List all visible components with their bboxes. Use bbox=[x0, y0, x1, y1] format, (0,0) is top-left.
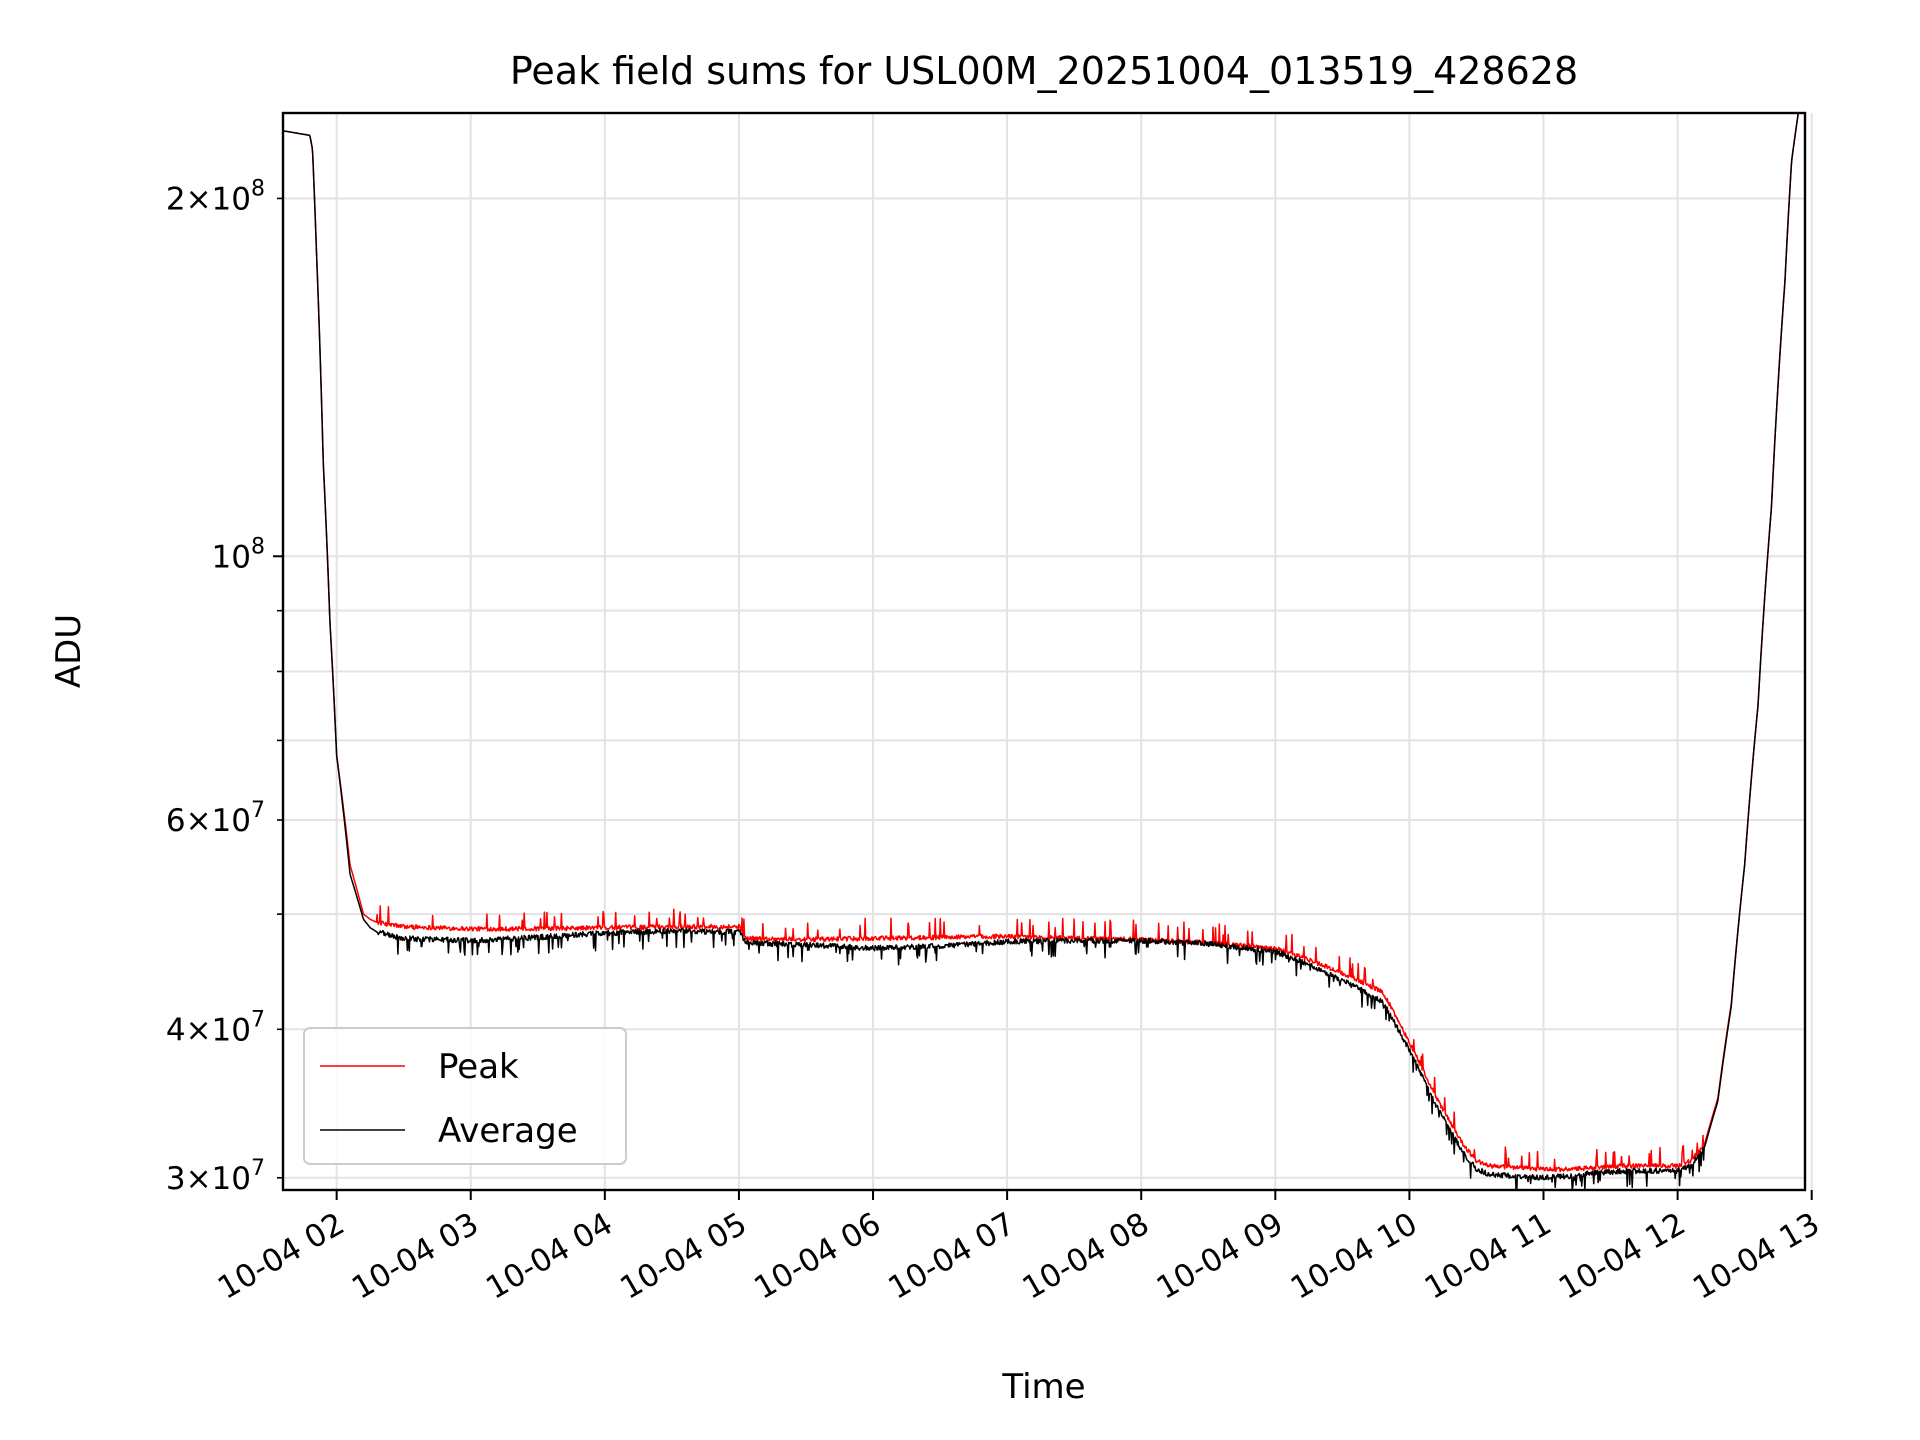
y-tick-label: 108 bbox=[212, 534, 265, 575]
series-layer bbox=[283, 113, 1800, 1190]
y-tick-label: 6×107 bbox=[166, 798, 265, 839]
legend-label-average: Average bbox=[438, 1111, 578, 1151]
y-tick-base: 10 bbox=[212, 181, 251, 217]
legend: Peak Average bbox=[303, 1027, 627, 1165]
y-tick-exponent: 8 bbox=[251, 534, 265, 559]
y-tick-label: 2×108 bbox=[166, 176, 265, 217]
y-tick-times: × bbox=[186, 803, 212, 839]
y-tick-times: × bbox=[186, 1161, 212, 1197]
y-tick-mantissa: 3 bbox=[166, 1161, 186, 1197]
series-line-peak bbox=[283, 113, 1800, 1173]
y-tick-mantissa: 4 bbox=[166, 1012, 186, 1048]
x-axis-label: Time bbox=[1001, 1367, 1085, 1407]
y-tick-label: 4×107 bbox=[166, 1007, 265, 1048]
y-tick-base: 10 bbox=[212, 803, 251, 839]
y-tick-mantissa: 6 bbox=[166, 803, 186, 839]
y-tick-times: × bbox=[186, 181, 212, 217]
y-axis-label: ADU bbox=[49, 614, 89, 688]
legend-label-peak: Peak bbox=[438, 1047, 519, 1087]
y-tick-base: 10 bbox=[212, 1012, 251, 1048]
y-tick-mantissa: 2 bbox=[166, 181, 186, 217]
y-tick-times: × bbox=[186, 1012, 212, 1048]
series-line-average bbox=[283, 113, 1800, 1190]
y-tick-exponent: 8 bbox=[251, 176, 265, 201]
y-tick-exponent: 7 bbox=[251, 1007, 265, 1032]
y-tick-label: 3×107 bbox=[166, 1156, 265, 1197]
plot-frame bbox=[281, 111, 1807, 1192]
y-tick-base: 10 bbox=[212, 539, 251, 575]
y-tick-exponent: 7 bbox=[251, 798, 265, 823]
y-tick-exponent: 7 bbox=[251, 1156, 265, 1181]
y-tick-base: 10 bbox=[212, 1161, 251, 1197]
chart-title: Peak field sums for USL00M_20251004_0135… bbox=[510, 49, 1578, 93]
